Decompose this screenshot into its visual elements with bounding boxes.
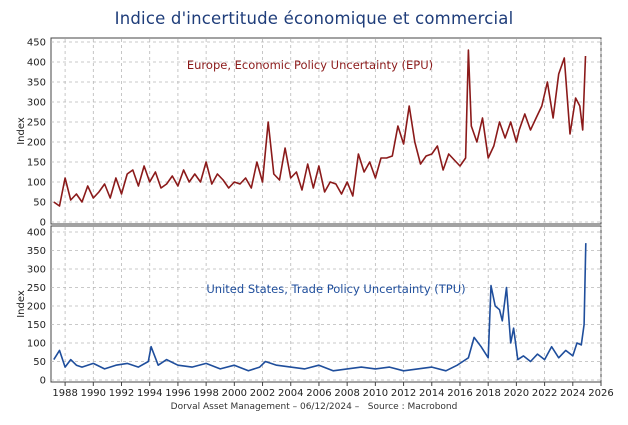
x-tick-label: 1998: [193, 388, 218, 399]
x-tick-label: 1992: [109, 388, 134, 399]
top-y-tick-label: 250: [27, 118, 46, 129]
x-tick-label: 2020: [504, 388, 529, 399]
bottom-y-tick-label: 50: [33, 357, 46, 368]
x-tick-label: 2002: [250, 388, 275, 399]
bottom-y-tick-label: 300: [27, 265, 46, 276]
chart-title: Indice d'incertitude économique et comme…: [114, 9, 514, 28]
tpu-series-line: [53, 243, 587, 372]
top-y-tick-label: 450: [27, 38, 46, 49]
x-tick-label: 2006: [306, 388, 331, 399]
epu-series-line: [53, 49, 587, 207]
footer-source: Source : Macrobond: [367, 402, 458, 412]
x-tick-label: 2018: [475, 388, 500, 399]
top-y-axis-label: Index: [16, 117, 27, 145]
bottom-y-tick-label: 400: [27, 228, 46, 239]
bottom-panel-frame: [50, 225, 602, 383]
x-tick-label: 2024: [560, 388, 585, 399]
x-tick-label: 2010: [363, 388, 388, 399]
epu-annotation: Europe, Economic Policy Uncertainty (EPU…: [187, 58, 433, 72]
bottom-y-tick-label: 200: [27, 302, 46, 313]
top-grid: [51, 39, 602, 223]
x-tick-label: 2022: [532, 388, 557, 399]
x-tick-label: 1990: [81, 388, 106, 399]
top-y-tick-label: 150: [27, 158, 46, 169]
x-tick-labels: 1988 1990 1992 1994 1996 1998 2000 2002 2004 2006…: [52, 382, 614, 399]
x-tick-label: 2000: [222, 388, 247, 399]
tpu-annotation: United States, Trade Policy Uncertainty …: [206, 282, 465, 296]
x-tick-label: 2008: [334, 388, 359, 399]
x-tick-label: 2026: [588, 388, 613, 399]
bottom-y-tick-label: 100: [27, 339, 46, 350]
x-tick-label: 2016: [447, 388, 472, 399]
top-y-tick-label: 50: [33, 198, 46, 209]
x-tick-label: 1988: [52, 388, 77, 399]
bottom-y-tick-label: 0: [40, 376, 46, 387]
top-y-tick-label: 300: [27, 98, 46, 109]
x-tick-label: 1996: [165, 388, 190, 399]
top-y-tick-label: 350: [27, 78, 46, 89]
top-y-tick-label: 200: [27, 138, 46, 149]
x-tick-label: 2012: [391, 388, 416, 399]
x-tick-label: 2014: [419, 388, 444, 399]
bottom-y-tick-label: 150: [27, 320, 46, 331]
bottom-y-tick-label: 350: [27, 246, 46, 257]
bottom-y-tick-label: 250: [27, 283, 46, 294]
bottom-y-axis-label: Index: [16, 290, 27, 318]
top-y-tick-label: 0: [40, 218, 46, 229]
footer-author: Dorval Asset Management – 06/12/2024 –: [170, 402, 360, 412]
bottom-grid: [51, 227, 602, 381]
x-tick-label: 2004: [278, 388, 303, 399]
footer: Dorval Asset Management – 06/12/2024 – S…: [0, 402, 628, 412]
bottom-y-tick-labels: 0 50 100 150 200 250 300 350 400: [27, 228, 46, 387]
top-y-tick-label: 100: [27, 178, 46, 189]
top-y-tick-labels: 0 50 100 150 200 250 300 350 400 450: [27, 38, 46, 229]
top-y-tick-label: 400: [27, 58, 46, 69]
x-tick-label: 1994: [137, 388, 162, 399]
